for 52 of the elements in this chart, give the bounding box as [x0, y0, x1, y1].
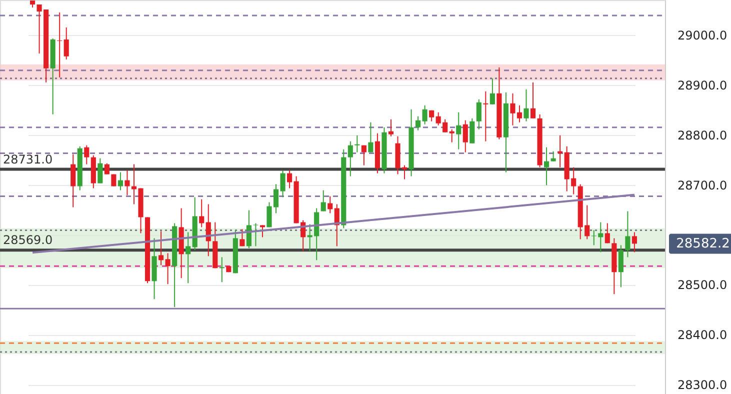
- y-tick-label: 28900.0: [678, 78, 728, 92]
- ref-line-label: 28569.0: [3, 233, 53, 248]
- candlestick: [361, 144, 366, 166]
- candlestick: [388, 118, 394, 137]
- candlestick: [354, 134, 360, 153]
- candlestick: [462, 120, 468, 153]
- candlestick: [416, 116, 421, 131]
- candlestick: [57, 12, 62, 78]
- candlestick: [287, 170, 292, 189]
- candlestick: [348, 140, 353, 177]
- candlestick: [456, 112, 462, 150]
- y-tick-label: 28500.0: [678, 278, 728, 292]
- candlestick: [483, 90, 488, 142]
- candlestick: [632, 232, 637, 253]
- y-tick-label: 29000.0: [678, 28, 728, 42]
- candlestick: [186, 232, 191, 284]
- candlestick: [219, 256, 224, 283]
- candlestick: [625, 210, 630, 258]
- candlestick: [98, 158, 103, 184]
- candlestick: [118, 172, 123, 191]
- candlestick: [260, 224, 266, 238]
- y-tick-label: 28400.0: [678, 328, 728, 342]
- candlestick: [320, 190, 326, 212]
- candlestick: [490, 78, 495, 105]
- candlestick: [124, 170, 130, 196]
- candlestick: [530, 82, 536, 119]
- candlestick: [618, 244, 624, 288]
- candlestick: [470, 118, 475, 144]
- candlestick: [158, 230, 164, 266]
- candlestick: [604, 222, 610, 244]
- candlestick: [64, 26, 69, 60]
- candlestick: [240, 228, 245, 247]
- y-tick-label: 28300.0: [678, 378, 728, 392]
- candlestick: [476, 98, 482, 130]
- candlestick: [199, 198, 204, 228]
- y-tick-label: 28700.0: [678, 178, 728, 192]
- candlestick: [449, 128, 454, 143]
- candlestick: [524, 88, 529, 122]
- candlestick: [544, 146, 550, 186]
- ref-line-label: 28731.0: [3, 152, 53, 166]
- candlestick: [104, 162, 110, 175]
- candlestick: [422, 104, 428, 125]
- candlestick: [368, 122, 374, 153]
- candlestick: [84, 144, 90, 165]
- candlestick: [165, 252, 170, 285]
- y-tick-label: 28800.0: [678, 128, 728, 142]
- candlestick: [253, 222, 258, 247]
- candlestick: [558, 134, 563, 168]
- candlestick: [550, 150, 556, 162]
- text: 28582.2: [676, 236, 730, 252]
- candlestick: [328, 196, 333, 214]
- candlestick: [70, 154, 76, 208]
